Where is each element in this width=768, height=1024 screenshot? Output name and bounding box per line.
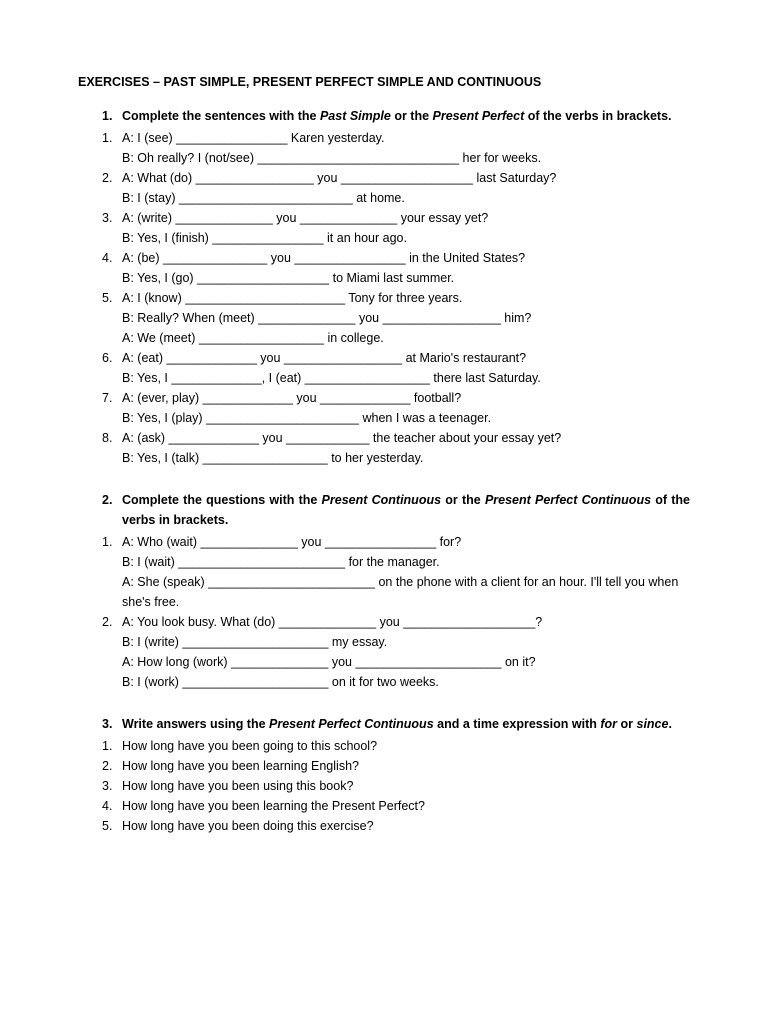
item-body: A: I (see) ________________ Karen yester… bbox=[122, 128, 690, 168]
item-body: A: (be) _______________ you ____________… bbox=[122, 248, 690, 288]
exercise-item: 4.How long have you been learning the Pr… bbox=[78, 796, 690, 816]
item-body: A: (eat) _____________ you _____________… bbox=[122, 348, 690, 388]
section-heading: 3.Write answers using the Present Perfec… bbox=[78, 714, 690, 734]
item-line: B: Yes, I (go) ___________________ to Mi… bbox=[122, 268, 690, 288]
item-body: How long have you been learning the Pres… bbox=[122, 796, 690, 816]
item-number: 7. bbox=[102, 388, 122, 428]
exercise-item: 6.A: (eat) _____________ you ___________… bbox=[78, 348, 690, 388]
section-number: 2. bbox=[102, 490, 122, 530]
item-line: B: Yes, I _____________, I (eat) _______… bbox=[122, 368, 690, 388]
item-number: 2. bbox=[102, 168, 122, 208]
item-line: How long have you been learning the Pres… bbox=[122, 796, 690, 816]
exercise-item: 3.How long have you been using this book… bbox=[78, 776, 690, 796]
exercise-item: 1.A: Who (wait) ______________ you _____… bbox=[78, 532, 690, 612]
exercise-item: 3.A: (write) ______________ you ________… bbox=[78, 208, 690, 248]
item-line: A: Who (wait) ______________ you _______… bbox=[122, 532, 690, 552]
item-body: How long have you been using this book? bbox=[122, 776, 690, 796]
item-body: How long have you been learning English? bbox=[122, 756, 690, 776]
item-number: 5. bbox=[102, 288, 122, 348]
item-line: B: I (work) _____________________ on it … bbox=[122, 672, 690, 692]
item-body: How long have you been doing this exerci… bbox=[122, 816, 690, 836]
item-number: 8. bbox=[102, 428, 122, 468]
item-number: 5. bbox=[102, 816, 122, 836]
item-line: A: (be) _______________ you ____________… bbox=[122, 248, 690, 268]
exercise-section: 2.Complete the questions with the Presen… bbox=[78, 490, 690, 692]
item-line: A: I (see) ________________ Karen yester… bbox=[122, 128, 690, 148]
item-line: A: (eat) _____________ you _____________… bbox=[122, 348, 690, 368]
exercise-item: 2.How long have you been learning Englis… bbox=[78, 756, 690, 776]
item-line: A: I (know) _______________________ Tony… bbox=[122, 288, 690, 308]
item-line: B: Really? When (meet) ______________ yo… bbox=[122, 308, 690, 328]
page-title: EXERCISES – PAST SIMPLE, PRESENT PERFECT… bbox=[78, 72, 690, 92]
item-line: B: Oh really? I (not/see) ______________… bbox=[122, 148, 690, 168]
exercise-item: 7.A: (ever, play) _____________ you ____… bbox=[78, 388, 690, 428]
section-number: 1. bbox=[102, 106, 122, 126]
item-number: 2. bbox=[102, 756, 122, 776]
item-line: A: (ever, play) _____________ you ______… bbox=[122, 388, 690, 408]
item-number: 1. bbox=[102, 736, 122, 756]
item-line: B: I (write) _____________________ my es… bbox=[122, 632, 690, 652]
item-line: B: Yes, I (talk) __________________ to h… bbox=[122, 448, 690, 468]
item-line: A: She (speak) ________________________ … bbox=[122, 572, 690, 612]
item-line: B: Yes, I (play) ______________________ … bbox=[122, 408, 690, 428]
section-number: 3. bbox=[102, 714, 122, 734]
worksheet-page: EXERCISES – PAST SIMPLE, PRESENT PERFECT… bbox=[0, 0, 768, 1024]
item-line: B: I (stay) _________________________ at… bbox=[122, 188, 690, 208]
section-heading: 1.Complete the sentences with the Past S… bbox=[78, 106, 690, 126]
exercise-item: 5.How long have you been doing this exer… bbox=[78, 816, 690, 836]
item-line: A: You look busy. What (do) ____________… bbox=[122, 612, 690, 632]
item-line: B: I (wait) ________________________ for… bbox=[122, 552, 690, 572]
item-number: 1. bbox=[102, 532, 122, 612]
item-line: A: What (do) _________________ you _____… bbox=[122, 168, 690, 188]
item-line: B: Yes, I (finish) ________________ it a… bbox=[122, 228, 690, 248]
item-number: 6. bbox=[102, 348, 122, 388]
item-line: A: How long (work) ______________ you __… bbox=[122, 652, 690, 672]
item-number: 1. bbox=[102, 128, 122, 168]
exercise-section: 3.Write answers using the Present Perfec… bbox=[78, 714, 690, 836]
exercise-section: 1.Complete the sentences with the Past S… bbox=[78, 106, 690, 468]
item-body: A: What (do) _________________ you _____… bbox=[122, 168, 690, 208]
item-line: How long have you been using this book? bbox=[122, 776, 690, 796]
item-body: How long have you been going to this sch… bbox=[122, 736, 690, 756]
exercise-item: 2.A: You look busy. What (do) __________… bbox=[78, 612, 690, 692]
item-body: A: (ever, play) _____________ you ______… bbox=[122, 388, 690, 428]
item-line: How long have you been learning English? bbox=[122, 756, 690, 776]
item-number: 4. bbox=[102, 796, 122, 816]
item-body: A: You look busy. What (do) ____________… bbox=[122, 612, 690, 692]
exercise-item: 8.A: (ask) _____________ you ___________… bbox=[78, 428, 690, 468]
item-line: A: (write) ______________ you __________… bbox=[122, 208, 690, 228]
section-instruction: Complete the sentences with the Past Sim… bbox=[122, 106, 690, 126]
exercise-item: 2.A: What (do) _________________ you ___… bbox=[78, 168, 690, 208]
exercise-item: 4.A: (be) _______________ you __________… bbox=[78, 248, 690, 288]
item-line: How long have you been going to this sch… bbox=[122, 736, 690, 756]
item-body: A: Who (wait) ______________ you _______… bbox=[122, 532, 690, 612]
item-body: A: (ask) _____________ you ____________ … bbox=[122, 428, 690, 468]
item-number: 3. bbox=[102, 776, 122, 796]
item-line: A: (ask) _____________ you ____________ … bbox=[122, 428, 690, 448]
item-line: A: We (meet) __________________ in colle… bbox=[122, 328, 690, 348]
item-body: A: (write) ______________ you __________… bbox=[122, 208, 690, 248]
item-number: 2. bbox=[102, 612, 122, 692]
item-number: 4. bbox=[102, 248, 122, 288]
section-heading: 2.Complete the questions with the Presen… bbox=[78, 490, 690, 530]
exercise-item: 1.How long have you been going to this s… bbox=[78, 736, 690, 756]
section-instruction: Complete the questions with the Present … bbox=[122, 490, 690, 530]
item-body: A: I (know) _______________________ Tony… bbox=[122, 288, 690, 348]
exercise-item: 5.A: I (know) _______________________ To… bbox=[78, 288, 690, 348]
item-number: 3. bbox=[102, 208, 122, 248]
sections-container: 1.Complete the sentences with the Past S… bbox=[78, 106, 690, 836]
section-instruction: Write answers using the Present Perfect … bbox=[122, 714, 690, 734]
item-line: How long have you been doing this exerci… bbox=[122, 816, 690, 836]
exercise-item: 1.A: I (see) ________________ Karen yest… bbox=[78, 128, 690, 168]
